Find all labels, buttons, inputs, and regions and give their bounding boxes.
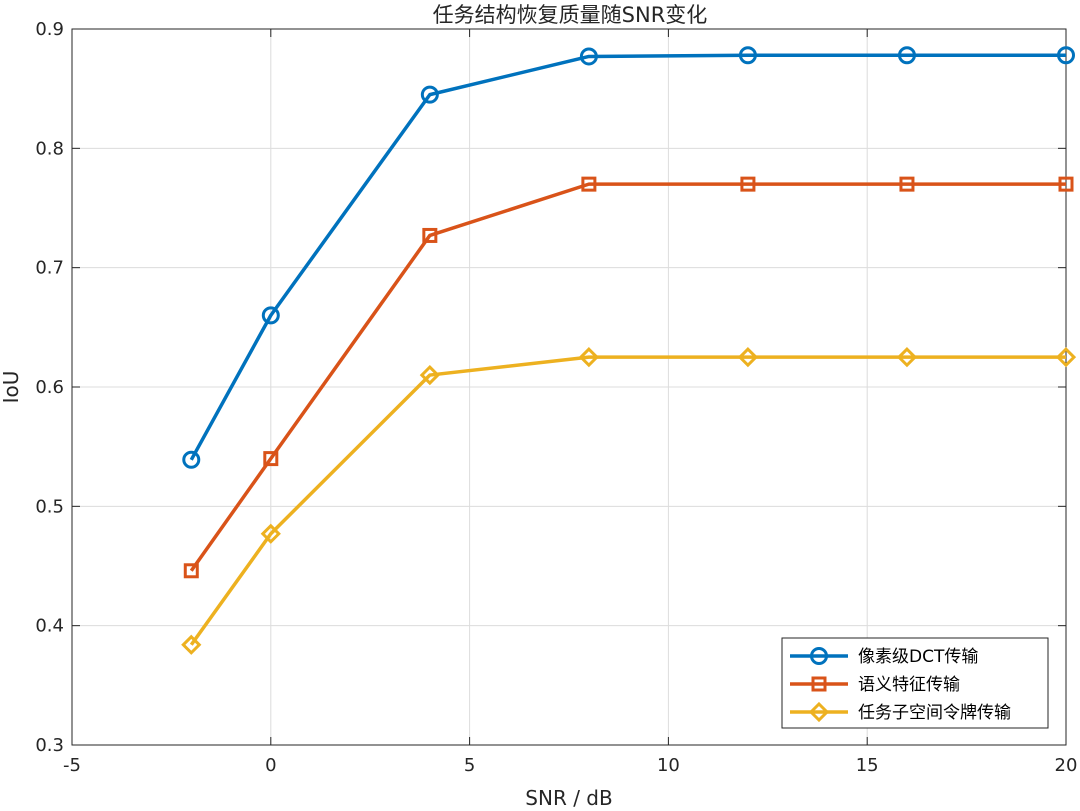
data-point: [896, 347, 918, 368]
data-point: [899, 176, 915, 192]
x-axis-title: SNR / dB: [525, 786, 612, 810]
x-tick-label: 0: [265, 755, 276, 776]
legend-marker: [811, 676, 827, 692]
data-point: [260, 523, 281, 544]
series-line: [189, 182, 1066, 572]
data-point: [740, 176, 756, 192]
y-tick-label: 0.6: [35, 377, 64, 398]
legend-item: 任务子空间令牌传输: [790, 701, 1011, 723]
y-tick-label: 0.8: [35, 138, 64, 159]
data-point: [1058, 176, 1074, 192]
legend-item: 语义特征传输: [790, 675, 960, 695]
legend-label: 任务子空间令牌传输: [858, 703, 1011, 723]
data-point: [263, 451, 279, 467]
legend-label: 语义特征传输: [858, 675, 960, 695]
x-tick-label: 20: [1055, 755, 1078, 776]
data-point: [581, 176, 597, 192]
data-point: [578, 347, 600, 368]
series-2: [183, 176, 1074, 579]
y-tick-label: 0.9: [35, 19, 64, 40]
x-tick-label: 15: [856, 755, 879, 776]
series-1: [182, 46, 1075, 469]
legend-item: 像素级DCT传输: [790, 647, 978, 667]
y-tick-label: 0.4: [35, 616, 64, 637]
data-point: [897, 46, 916, 65]
data-point: [182, 450, 201, 469]
data-point: [422, 227, 438, 243]
y-tick-label: 0.7: [35, 258, 64, 279]
x-tick-label: 5: [464, 755, 475, 776]
x-tick-label: -5: [63, 755, 81, 776]
data-point: [579, 47, 598, 66]
x-tick-label: 10: [657, 755, 680, 776]
series-3: [181, 347, 1077, 655]
y-axis-title: IoU: [0, 371, 23, 404]
data-point: [419, 364, 440, 386]
y-tick-label: 0.3: [35, 735, 64, 756]
legend-marker: [808, 701, 830, 723]
data-point: [183, 563, 199, 579]
data-point: [181, 634, 202, 655]
chart-title: 任务结构恢复质量随SNR变化: [433, 3, 708, 27]
series-line: [189, 53, 1066, 461]
data-point: [738, 46, 757, 65]
legend-label: 像素级DCT传输: [858, 647, 978, 667]
y-tick-label: 0.5: [35, 496, 64, 517]
axis-ticks: -5 0 5 10 15 20 0.3 0.4 0.5 0.6 0.7 0.8 0.9: [35, 19, 1077, 776]
data-point: [737, 347, 759, 368]
data-point: [420, 85, 439, 104]
legend-marker: [810, 647, 828, 665]
series-line: [189, 355, 1066, 646]
data-point: [1055, 347, 1077, 368]
series-layer: [181, 46, 1077, 655]
data-point: [1057, 46, 1075, 65]
data-point: [261, 306, 280, 325]
